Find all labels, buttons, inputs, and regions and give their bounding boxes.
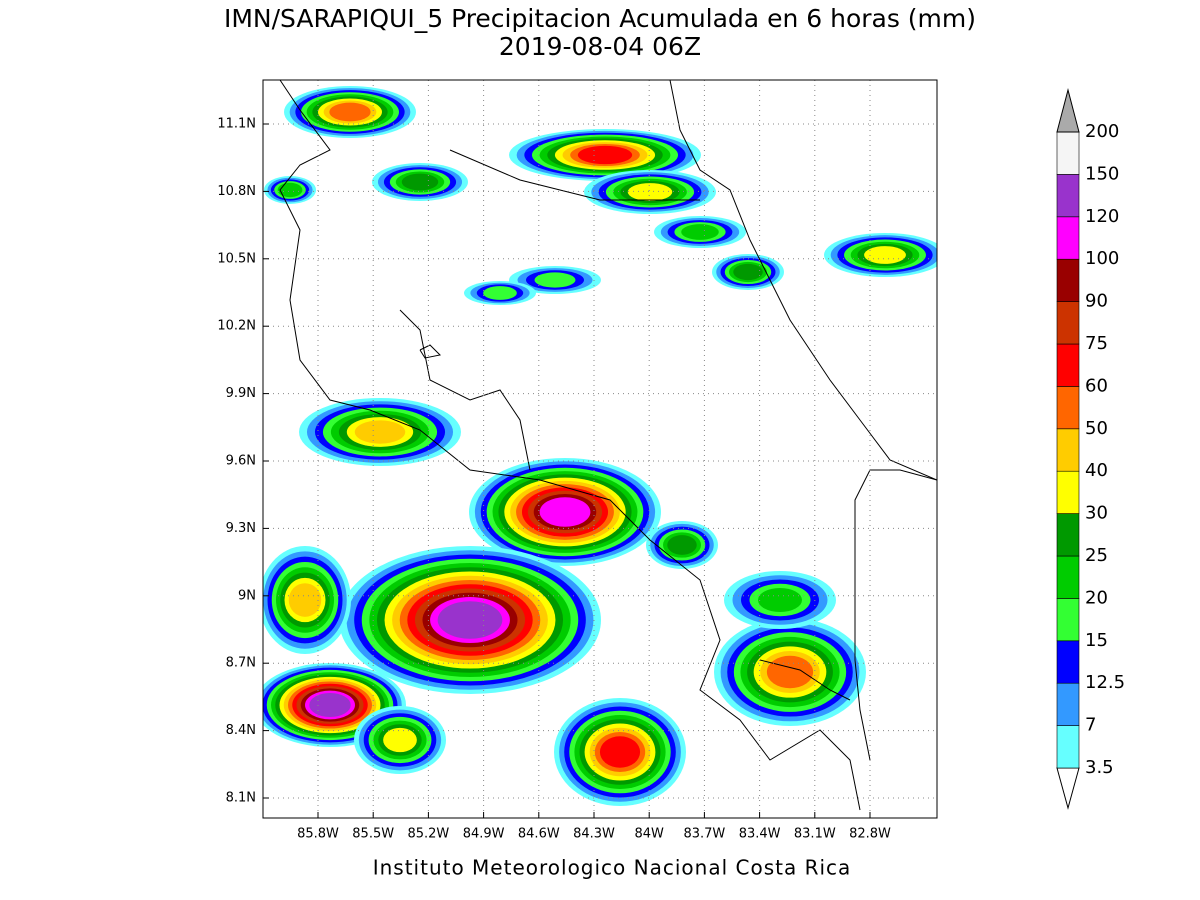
precip-contour bbox=[483, 286, 517, 300]
colorbar-label: 50 bbox=[1085, 418, 1108, 439]
precip-contour bbox=[534, 272, 576, 288]
precip-contour bbox=[758, 588, 802, 612]
title: IMN/SARAPIQUI_5 Precipitacion Acumulada … bbox=[224, 4, 976, 33]
precip-contour bbox=[539, 497, 591, 527]
colorbar-bin bbox=[1056, 216, 1080, 260]
lat-tick-label: 10.8N bbox=[217, 184, 256, 199]
lon-tick-label: 83.4W bbox=[739, 827, 781, 842]
precip-contour bbox=[864, 246, 906, 264]
lat-tick-label: 8.7N bbox=[226, 656, 256, 671]
colorbar-low bbox=[1056, 767, 1080, 810]
precip-field bbox=[263, 86, 937, 806]
colorbar-label: 30 bbox=[1085, 503, 1108, 524]
colorbar-bin bbox=[1056, 555, 1080, 599]
colorbar-bin bbox=[1056, 725, 1080, 769]
lon-tick-label: 83.7W bbox=[683, 827, 725, 842]
colorbar-label: 15 bbox=[1085, 630, 1108, 651]
colorbar-bin bbox=[1056, 386, 1080, 430]
coastlines bbox=[279, 80, 937, 811]
colorbar-label: 7 bbox=[1085, 715, 1096, 736]
precip-contour bbox=[401, 173, 439, 191]
lat-tick-label: 9.6N bbox=[226, 454, 256, 469]
colorbar-bin bbox=[1056, 513, 1080, 557]
colorbar-label: 40 bbox=[1085, 460, 1108, 481]
footer: Instituto Meteorologico Nacional Costa R… bbox=[373, 856, 852, 880]
colorbar-bin bbox=[1056, 598, 1080, 642]
precip-contour bbox=[329, 102, 371, 122]
lat-tick-label: 10.2N bbox=[217, 319, 256, 334]
grid bbox=[263, 80, 937, 818]
colorbar-high bbox=[1056, 88, 1080, 133]
colorbar-bin bbox=[1056, 640, 1080, 684]
precip-contour bbox=[766, 655, 814, 689]
colorbar-bin bbox=[1056, 343, 1080, 387]
precip-contour bbox=[577, 145, 633, 165]
lat-tick-label: 9.9N bbox=[226, 386, 256, 401]
colorbar-label: 120 bbox=[1085, 206, 1119, 227]
colorbar-bin bbox=[1056, 258, 1080, 302]
precip-contour bbox=[354, 420, 406, 444]
precip-contour bbox=[667, 535, 697, 555]
lat-tick-label: 8.4N bbox=[226, 723, 256, 738]
precip-contour bbox=[599, 736, 641, 768]
colorbar-label: 3.5 bbox=[1085, 757, 1114, 778]
colorbar-bin bbox=[1056, 174, 1080, 218]
lon-tick-label: 85.2W bbox=[407, 827, 449, 842]
colorbar bbox=[1056, 88, 1080, 810]
lon-tick-label: 85.8W bbox=[297, 827, 339, 842]
lon-tick-label: 85.5W bbox=[352, 827, 394, 842]
colorbar-bin bbox=[1056, 131, 1080, 175]
lon-tick-label: 82.8W bbox=[849, 827, 891, 842]
precip-contour bbox=[627, 183, 673, 201]
colorbar-label: 60 bbox=[1085, 375, 1108, 396]
colorbar-bin bbox=[1056, 428, 1080, 472]
lat-tick-label: 11.1N bbox=[217, 117, 256, 132]
colorbar-label: 20 bbox=[1085, 587, 1108, 608]
colorbar-bin bbox=[1056, 682, 1080, 726]
lat-tick-label: 9N bbox=[238, 588, 256, 603]
precip-contour bbox=[288, 583, 322, 617]
precip-contour bbox=[681, 224, 719, 240]
precip-contour bbox=[309, 692, 351, 718]
lat-tick-label: 10.5N bbox=[217, 251, 256, 266]
precip-contour bbox=[733, 263, 763, 281]
lon-tick-label: 83.1W bbox=[794, 827, 836, 842]
colorbar-label: 100 bbox=[1085, 248, 1119, 269]
subtitle: 2019-08-04 06Z bbox=[499, 32, 701, 61]
lon-tick-label: 84.3W bbox=[573, 827, 615, 842]
lon-tick-label: 84.6W bbox=[518, 827, 560, 842]
colorbar-label: 200 bbox=[1085, 121, 1119, 142]
lon-tick-label: 84.9W bbox=[463, 827, 505, 842]
colorbar-label: 150 bbox=[1085, 163, 1119, 184]
precip-contour bbox=[383, 727, 417, 753]
lat-tick-label: 9.3N bbox=[226, 521, 256, 536]
lat-tick-label: 8.1N bbox=[226, 791, 256, 806]
colorbar-label: 25 bbox=[1085, 545, 1108, 566]
colorbar-bin bbox=[1056, 301, 1080, 345]
map-frame bbox=[262, 79, 938, 819]
precip-contour bbox=[437, 601, 503, 639]
colorbar-label: 90 bbox=[1085, 291, 1108, 312]
colorbar-bin bbox=[1056, 470, 1080, 514]
precip-contour bbox=[277, 182, 303, 198]
colorbar-label: 12.5 bbox=[1085, 672, 1125, 693]
lon-tick-label: 84W bbox=[634, 827, 664, 842]
colorbar-label: 75 bbox=[1085, 333, 1108, 354]
